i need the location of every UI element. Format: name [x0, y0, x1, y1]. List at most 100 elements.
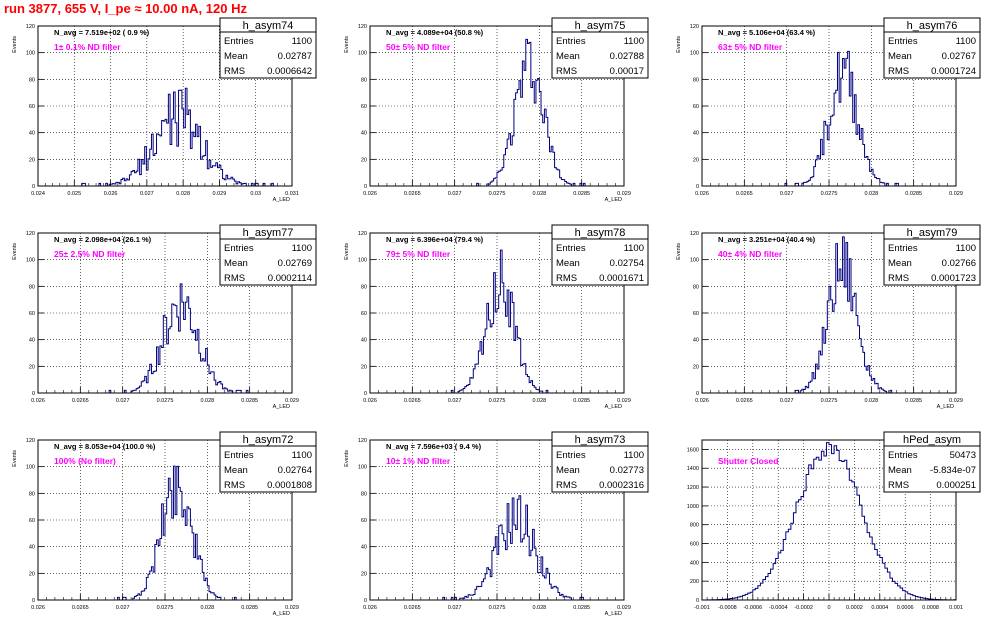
- x-tick-label: -0.0006: [743, 605, 762, 611]
- x-tick-label: 0.029: [213, 191, 227, 197]
- y-tick-label: 1200: [687, 485, 699, 491]
- stats-value-mean: 0.02788: [610, 51, 644, 62]
- y-tick-label: 60: [693, 311, 699, 317]
- stats-value-mean: 0.02773: [610, 465, 644, 476]
- stats-value-entries: 1100: [624, 450, 644, 461]
- y-tick-label: 120: [26, 438, 35, 444]
- navg-annotation: N_avg = 8.053e+04 (100.0 %): [54, 442, 156, 451]
- x-tick-label: 0.024: [31, 191, 45, 197]
- stats-title: h_asym76: [907, 20, 958, 32]
- stats-value-rms: 0.00017: [610, 66, 644, 77]
- x-tick-label: 0.029: [617, 605, 631, 611]
- stats-value-mean: 0.02787: [278, 51, 312, 62]
- y-tick-label: 400: [690, 560, 699, 566]
- x-tick-label: 0.0004: [871, 605, 888, 611]
- histogram-panel-h_asym77: 0.026 0.0265 0.027 0.0275 0.028 0.0285 0.029 0 2…: [12, 224, 317, 410]
- y-tick-label: 120: [358, 24, 367, 30]
- y-axis-label: Events: [344, 243, 350, 260]
- y-tick-label: 0: [696, 598, 699, 604]
- x-tick-label: 0.0265: [404, 398, 421, 404]
- stats-key-entries: Entries: [888, 243, 918, 254]
- y-tick-label: 200: [690, 579, 699, 585]
- y-tick-label: 20: [361, 571, 367, 577]
- stats-key-rms: RMS: [224, 273, 245, 284]
- x-tick-label: -0.0004: [769, 605, 788, 611]
- x-axis-label: A_LED: [273, 197, 290, 203]
- histogram-panel-h_asym79: 0.026 0.0265 0.027 0.0275 0.028 0.0285 0.029 0 2…: [676, 224, 981, 410]
- stats-box: [219, 17, 317, 79]
- histogram-panel-h_asym73: 0.026 0.0265 0.027 0.0275 0.028 0.0285 0.029 0 2…: [344, 431, 649, 617]
- y-axis-label: Events: [676, 243, 682, 260]
- filter-annotation: 40± 4% ND filter: [718, 249, 783, 259]
- stats-value-rms: 0.0001808: [267, 480, 312, 491]
- histogram-panel-h_asym78: 0.026 0.0265 0.027 0.0275 0.028 0.0285 0.029 0 2…: [344, 224, 649, 410]
- filter-annotation: 50± 5% ND filter: [386, 42, 451, 52]
- x-tick-label: 0.0275: [489, 605, 506, 611]
- x-tick-label: 0.026: [695, 191, 709, 197]
- x-axis-label: A_LED: [605, 404, 622, 410]
- stats-value-rms: 0.0006642: [267, 66, 312, 77]
- navg-annotation: N_avg = 3.251e+04 (40.4 %): [718, 235, 816, 244]
- stats-key-rms: RMS: [888, 480, 909, 491]
- stats-value-entries: 1100: [292, 450, 312, 461]
- y-tick-label: 80: [29, 77, 35, 83]
- y-tick-label: 20: [29, 364, 35, 370]
- x-tick-label: 0.028: [864, 191, 878, 197]
- filter-annotation: 25± 2.5% ND filter: [54, 249, 126, 259]
- x-tick-label: 0: [827, 605, 830, 611]
- y-tick-label: 100: [358, 51, 367, 57]
- y-tick-label: 60: [361, 518, 367, 524]
- navg-annotation: N_avg = 6.396e+04 (79.4 %): [386, 235, 484, 244]
- x-tick-label: 0.028: [532, 398, 546, 404]
- stats-value-rms: 0.000251: [936, 480, 976, 491]
- stats-key-mean: Mean: [224, 258, 248, 269]
- x-tick-label: 0.0285: [241, 605, 258, 611]
- filter-annotation: 10± 1% ND filter: [386, 456, 451, 466]
- x-tick-label: 0.029: [949, 398, 963, 404]
- stats-box: [219, 431, 317, 493]
- x-tick-label: 0.0275: [489, 398, 506, 404]
- y-tick-label: 100: [26, 258, 35, 264]
- stats-box: [883, 17, 981, 79]
- y-tick-label: 120: [690, 231, 699, 237]
- y-tick-label: 1600: [687, 447, 699, 453]
- y-axis-label: Events: [12, 450, 18, 467]
- stats-title: h_asym79: [907, 227, 958, 239]
- y-tick-label: 120: [690, 24, 699, 30]
- stats-value-mean: 0.02769: [278, 258, 312, 269]
- y-tick-label: 0: [364, 391, 367, 397]
- x-tick-label: 0.0285: [241, 398, 258, 404]
- stats-box: [883, 224, 981, 286]
- stats-value-rms: 0.0001724: [931, 66, 976, 77]
- histogram-panel-h_asym75: 0.026 0.0265 0.027 0.0275 0.028 0.0285 0.029 0 2…: [344, 17, 649, 203]
- stats-value-entries: 1100: [956, 36, 976, 47]
- y-tick-label: 60: [29, 311, 35, 317]
- x-tick-label: 0.0285: [573, 398, 590, 404]
- y-tick-label: 800: [690, 523, 699, 529]
- stats-value-entries: 1100: [292, 36, 312, 47]
- y-tick-label: 40: [361, 338, 367, 344]
- y-tick-label: 600: [690, 542, 699, 548]
- y-tick-label: 80: [693, 284, 699, 290]
- x-tick-label: 0.027: [448, 398, 462, 404]
- x-axis-label: A_LED: [273, 611, 290, 617]
- x-tick-label: 0.0265: [736, 191, 753, 197]
- stats-title: hPed_asym: [903, 434, 961, 446]
- stats-box: [551, 224, 649, 286]
- stats-title: h_asym78: [575, 227, 626, 239]
- stats-key-rms: RMS: [224, 66, 245, 77]
- x-tick-label: 0.026: [363, 191, 377, 197]
- stats-value-entries: 1100: [292, 243, 312, 254]
- x-tick-label: 0.0265: [736, 398, 753, 404]
- stats-box: [551, 431, 649, 493]
- x-tick-label: 0.0265: [72, 398, 89, 404]
- y-tick-label: 0: [696, 391, 699, 397]
- x-tick-label: 0.026: [695, 398, 709, 404]
- x-tick-label: 0.028: [532, 191, 546, 197]
- stats-value-rms: 0.0001723: [931, 273, 976, 284]
- y-tick-label: 80: [361, 491, 367, 497]
- y-axis-label: Events: [344, 450, 350, 467]
- stats-value-mean: 0.02767: [942, 51, 976, 62]
- stats-key-entries: Entries: [556, 243, 586, 254]
- navg-annotation: N_avg = 5.106e+04 (63.4 %): [718, 28, 816, 37]
